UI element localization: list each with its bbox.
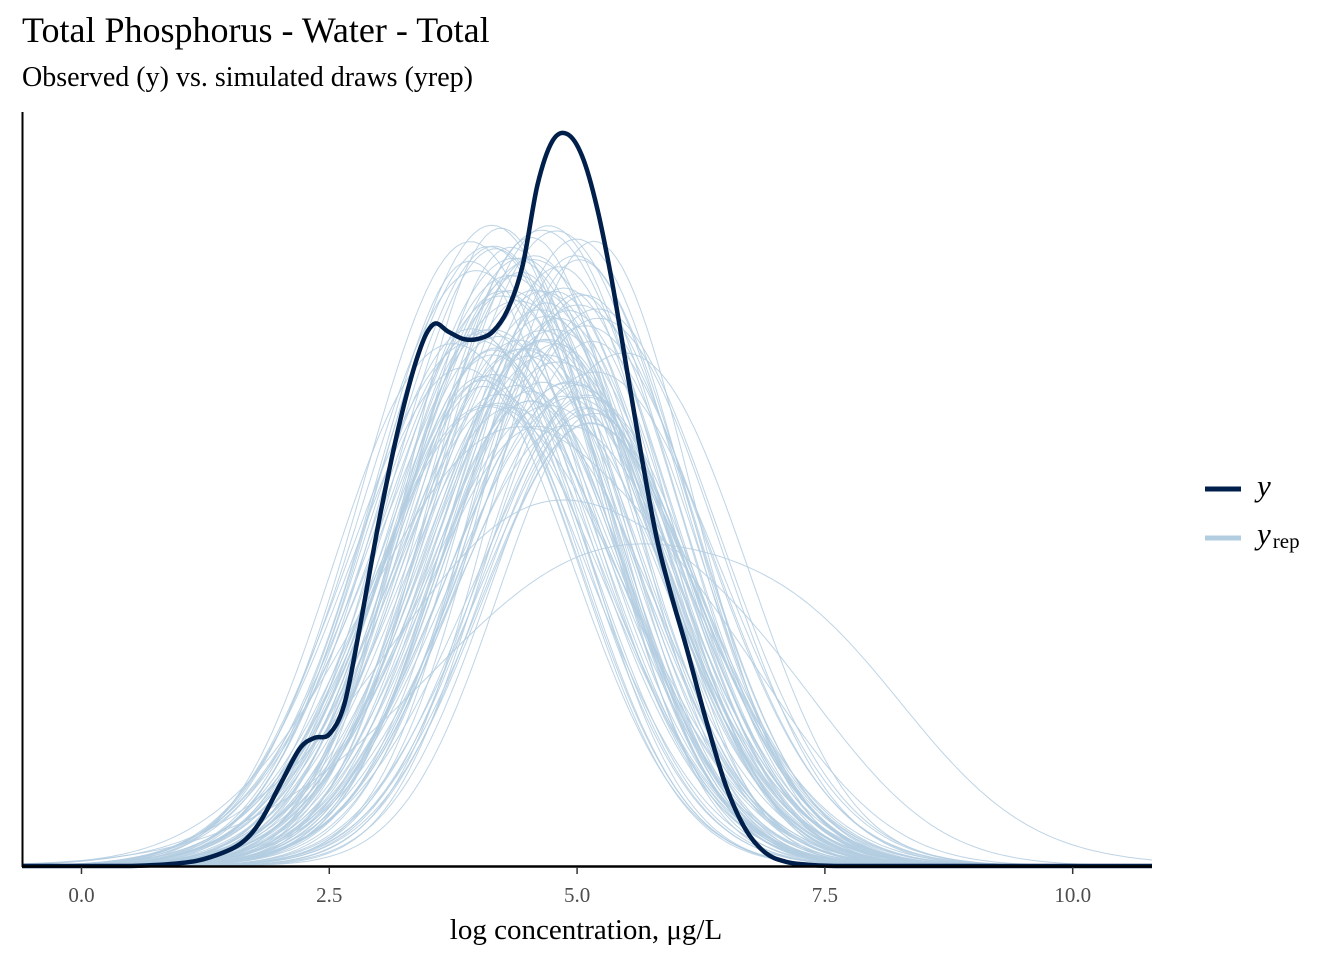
x-tick-label: 0.0	[68, 883, 94, 907]
yrep-draw-59	[22, 390, 1152, 867]
yrep-draw-38	[21, 295, 1152, 867]
yrep-draw-45	[22, 384, 1152, 867]
yrep-draw-10	[22, 271, 1152, 867]
x-tick-label: 10.0	[1054, 883, 1091, 907]
chart-title: Total Phosphorus - Water - Total	[22, 10, 490, 50]
y-series-group	[21, 130, 1152, 869]
legend-label-yrep: yrep	[1254, 516, 1300, 553]
yrep-draw-78	[22, 274, 1152, 867]
yrep-draw-57	[22, 412, 1152, 867]
yrep-draw-8	[22, 309, 1152, 867]
x-tick-label: 5.0	[564, 883, 590, 907]
yrep-draw-24	[22, 246, 1152, 867]
yrep-draw-81	[22, 425, 1152, 867]
x-axis-title: log concentration, μg/L	[450, 914, 722, 946]
yrep-draw-102	[21, 426, 1152, 867]
legend-label-yrep-subscript: rep	[1273, 529, 1300, 553]
yrep-draw-21	[22, 294, 1152, 867]
yrep-draw-12	[22, 329, 1152, 867]
legend-label-yrep-main: y	[1254, 516, 1271, 551]
yrep-draw-19	[22, 317, 1152, 867]
yrep-draw-58	[22, 317, 1152, 867]
yrep-series-group	[21, 224, 1153, 867]
yrep-draw-67	[22, 367, 1152, 867]
yrep-draw-9	[22, 424, 1152, 867]
yrep-draw-62	[22, 308, 1152, 867]
chart-subtitle: Observed (y) vs. simulated draws (yrep)	[22, 62, 473, 93]
yrep-draw-37	[22, 245, 1152, 867]
yrep-draw-92	[22, 335, 1152, 867]
yrep-draw-39	[22, 414, 1152, 867]
x-tick-label: 7.5	[812, 883, 838, 907]
legend: y yrep	[1205, 468, 1300, 553]
yrep-draw-54	[22, 407, 1152, 867]
legend-label-y: y	[1254, 468, 1271, 503]
yrep-draw-41	[22, 406, 1152, 867]
yrep-draw-99	[22, 396, 1152, 867]
x-tick-label: 2.5	[316, 883, 342, 907]
yrep-draw-96	[22, 333, 1152, 867]
yrep-draw-95	[21, 241, 1152, 867]
yrep-draw-98	[22, 308, 1152, 867]
y-observed-line	[21, 130, 1152, 869]
yrep-draw-101	[21, 499, 1152, 867]
x-axis-ticks: 0.0 2.5 5.0 7.5 10.0	[68, 867, 1091, 907]
yrep-draw-100	[21, 543, 1153, 865]
yrep-draw-66	[22, 361, 1152, 867]
